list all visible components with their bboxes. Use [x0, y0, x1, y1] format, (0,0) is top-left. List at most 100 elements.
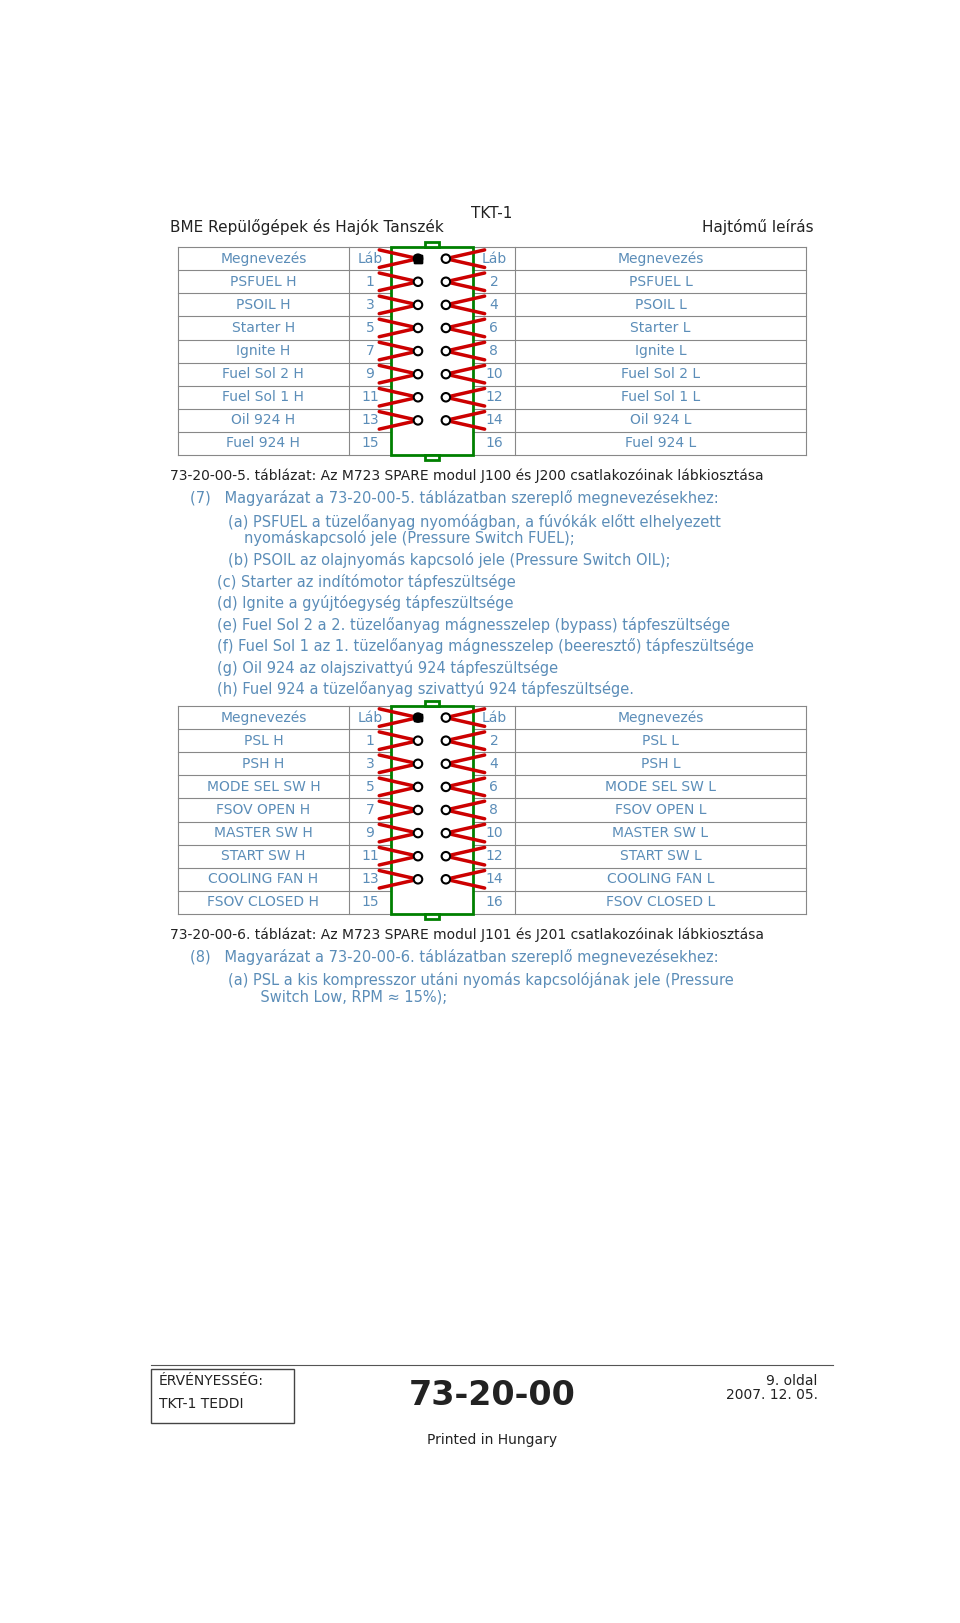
Text: 4: 4 [490, 299, 498, 312]
Text: FSOV OPEN L: FSOV OPEN L [614, 803, 707, 816]
Circle shape [442, 875, 450, 883]
Text: 14: 14 [485, 872, 503, 886]
Circle shape [442, 393, 450, 401]
Text: 9: 9 [366, 367, 374, 381]
Text: 1: 1 [366, 274, 374, 289]
Text: Fuel 924 L: Fuel 924 L [625, 437, 696, 451]
Text: PSH L: PSH L [640, 756, 681, 771]
Text: Starter L: Starter L [631, 321, 691, 334]
Text: (a) PSL a kis kompresszor utáni nyomás kapcsolójának jele (Pressure: (a) PSL a kis kompresszor utáni nyomás k… [228, 972, 734, 988]
Circle shape [414, 347, 422, 355]
Text: 7: 7 [366, 344, 374, 359]
Text: PSOIL H: PSOIL H [236, 299, 291, 312]
Text: 3: 3 [366, 756, 374, 771]
Text: 13: 13 [361, 872, 379, 886]
Circle shape [442, 370, 450, 378]
Circle shape [442, 829, 450, 837]
Text: FSOV CLOSED H: FSOV CLOSED H [207, 896, 320, 909]
Circle shape [442, 415, 450, 425]
Text: Hajtómű leírás: Hajtómű leírás [702, 219, 814, 235]
Text: (d) Ignite a gyújtóegység tápfeszültsége: (d) Ignite a gyújtóegység tápfeszültsége [217, 596, 514, 612]
Text: 2: 2 [490, 734, 498, 748]
Text: Fuel Sol 1 L: Fuel Sol 1 L [621, 390, 700, 404]
Text: Megnevezés: Megnevezés [220, 252, 306, 266]
Circle shape [442, 300, 450, 308]
Text: 12: 12 [485, 849, 503, 863]
Text: 12: 12 [485, 390, 503, 404]
Circle shape [442, 323, 450, 333]
Text: 73-20-00-5. táblázat: Az M723 SPARE modul J100 és J200 csatlakozóinak lábkiosztá: 73-20-00-5. táblázat: Az M723 SPARE modu… [170, 469, 764, 484]
Text: 5: 5 [366, 781, 374, 794]
Text: Fuel Sol 1 H: Fuel Sol 1 H [223, 390, 304, 404]
Text: 15: 15 [361, 896, 379, 909]
Text: Switch Low, RPM ≈ 15%);: Switch Low, RPM ≈ 15%); [228, 990, 447, 1005]
Text: 10: 10 [485, 367, 503, 381]
Text: TKT-1 TEDDI: TKT-1 TEDDI [158, 1397, 243, 1412]
Circle shape [442, 805, 450, 815]
Bar [414, 255, 421, 263]
Bar [414, 714, 421, 722]
Text: Fuel Sol 2 H: Fuel Sol 2 H [223, 367, 304, 381]
Text: (e) Fuel Sol 2 a 2. tüzelőanyag mágnesszelep (bypass) tápfeszültsége: (e) Fuel Sol 2 a 2. tüzelőanyag mágnessz… [217, 617, 730, 633]
Text: (c) Starter az indítómotor tápfeszültsége: (c) Starter az indítómotor tápfeszültség… [217, 573, 516, 589]
Text: MASTER SW H: MASTER SW H [214, 826, 313, 841]
Circle shape [414, 829, 422, 837]
Text: 73-20-00: 73-20-00 [409, 1380, 575, 1412]
Text: (a) PSFUEL a tüzelőanyag nyomóágban, a fúvókák előtt elhelyezett: (a) PSFUEL a tüzelőanyag nyomóágban, a f… [228, 513, 721, 529]
Text: Ignite L: Ignite L [635, 344, 686, 359]
Text: 10: 10 [485, 826, 503, 841]
Text: (h) Fuel 924 a tüzelőanyag szivattyú 924 tápfeszültsége.: (h) Fuel 924 a tüzelőanyag szivattyú 924… [217, 682, 634, 698]
Text: Fuel Sol 2 L: Fuel Sol 2 L [621, 367, 700, 381]
Text: PSFUEL H: PSFUEL H [230, 274, 297, 289]
Circle shape [442, 782, 450, 790]
Text: PSOIL L: PSOIL L [635, 299, 686, 312]
Text: Megnevezés: Megnevezés [617, 711, 704, 725]
Text: PSL L: PSL L [642, 734, 679, 748]
Text: Starter H: Starter H [231, 321, 295, 334]
Bar [414, 714, 421, 722]
Text: 6: 6 [490, 781, 498, 794]
Circle shape [414, 300, 422, 308]
Text: nyomáskapcsoló jele (Pressure Switch FUEL);: nyomáskapcsoló jele (Pressure Switch FUE… [244, 531, 575, 547]
Text: Láb: Láb [357, 711, 383, 724]
Circle shape [414, 737, 422, 745]
Text: Láb: Láb [357, 252, 383, 266]
Text: 9: 9 [366, 826, 374, 841]
Text: 6: 6 [490, 321, 498, 334]
Circle shape [442, 347, 450, 355]
Text: (7)   Magyarázat a 73-20-00-5. táblázatban szereplő megnevezésekhez:: (7) Magyarázat a 73-20-00-5. táblázatban… [190, 490, 718, 506]
Circle shape [414, 415, 422, 425]
Bar [392, 247, 472, 454]
Text: 3: 3 [366, 299, 374, 312]
Text: COOLING FAN L: COOLING FAN L [607, 872, 714, 886]
Circle shape [414, 805, 422, 815]
Circle shape [414, 782, 422, 790]
Circle shape [442, 714, 450, 722]
Text: 11: 11 [361, 849, 379, 863]
Text: PSH H: PSH H [242, 756, 284, 771]
Text: Oil 924 L: Oil 924 L [630, 414, 691, 427]
Bar [425, 454, 439, 461]
Text: 5: 5 [366, 321, 374, 334]
Text: Ignite H: Ignite H [236, 344, 291, 359]
Bar [151, 1370, 295, 1423]
Text: 13: 13 [361, 414, 379, 427]
Text: Fuel 924 H: Fuel 924 H [227, 437, 300, 451]
Text: ÉRVÉNYESSÉG:: ÉRVÉNYESSÉG: [158, 1375, 264, 1388]
Circle shape [414, 323, 422, 333]
Text: 4: 4 [490, 756, 498, 771]
Text: Láb: Láb [481, 711, 507, 724]
Text: 1: 1 [366, 734, 374, 748]
Text: 16: 16 [485, 437, 503, 451]
Text: 8: 8 [490, 344, 498, 359]
Circle shape [414, 393, 422, 401]
Circle shape [414, 714, 422, 722]
Text: START SW L: START SW L [620, 849, 702, 863]
Circle shape [414, 255, 422, 263]
Text: MODE SEL SW L: MODE SEL SW L [605, 781, 716, 794]
Bar [414, 255, 421, 263]
Text: 11: 11 [361, 390, 379, 404]
Circle shape [442, 852, 450, 860]
Text: PSL H: PSL H [244, 734, 283, 748]
Text: MODE SEL SW H: MODE SEL SW H [206, 781, 321, 794]
